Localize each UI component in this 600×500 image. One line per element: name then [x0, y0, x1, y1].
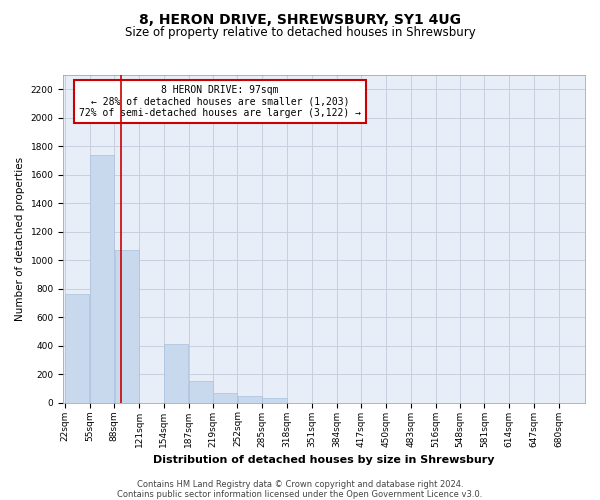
Bar — [115, 250, 139, 402]
Text: 8, HERON DRIVE, SHREWSBURY, SY1 4UG: 8, HERON DRIVE, SHREWSBURY, SY1 4UG — [139, 12, 461, 26]
Bar — [189, 382, 213, 402]
Y-axis label: Number of detached properties: Number of detached properties — [15, 157, 25, 321]
Text: Size of property relative to detached houses in Shrewsbury: Size of property relative to detached ho… — [125, 26, 475, 39]
Bar — [213, 394, 237, 402]
Bar — [90, 155, 114, 402]
X-axis label: Distribution of detached houses by size in Shrewsbury: Distribution of detached houses by size … — [154, 455, 495, 465]
Text: 8 HERON DRIVE: 97sqm
← 28% of detached houses are smaller (1,203)
72% of semi-de: 8 HERON DRIVE: 97sqm ← 28% of detached h… — [79, 85, 361, 118]
Bar — [238, 396, 262, 402]
Bar — [262, 398, 287, 402]
Bar — [65, 294, 89, 403]
Text: Contains HM Land Registry data © Crown copyright and database right 2024.
Contai: Contains HM Land Registry data © Crown c… — [118, 480, 482, 499]
Bar — [164, 344, 188, 402]
